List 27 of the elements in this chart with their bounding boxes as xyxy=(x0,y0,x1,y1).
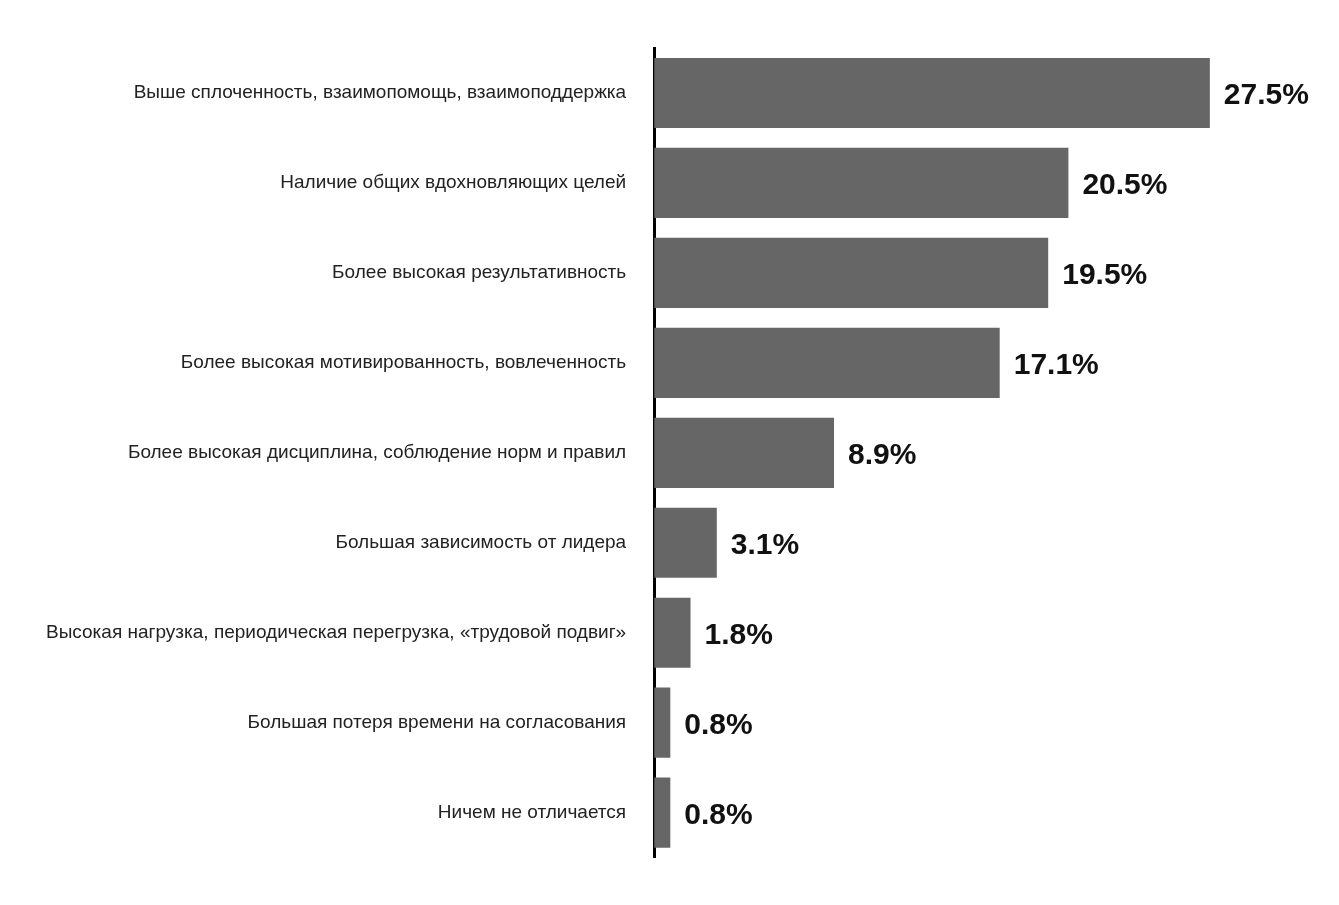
data-label: 1.8% xyxy=(704,616,773,650)
y-tick-label: Выше сплоченность, взаимопомощь, взаимоподдержка xyxy=(133,81,627,103)
y-tick-label: Высокая нагрузка, периодическая перегрузка, «трудовой подвиг» xyxy=(45,620,627,642)
bar xyxy=(654,417,834,488)
data-label: 3.1% xyxy=(730,527,800,561)
bar xyxy=(654,57,1210,129)
bar xyxy=(654,327,1000,398)
bar xyxy=(654,687,671,758)
data-label: 8.9% xyxy=(848,437,917,471)
y-tick-label: Более высокая результативность xyxy=(332,261,627,283)
bar xyxy=(654,777,671,848)
data-label: 27.5% xyxy=(1223,77,1309,111)
bar xyxy=(654,147,1069,219)
y-tick-label: Ничем не отличается xyxy=(437,800,627,822)
data-label: 19.5% xyxy=(1062,257,1148,291)
y-tick-label: Более высокая дисциплина, соблюдение норм и правил xyxy=(127,441,627,463)
data-label: 0.8% xyxy=(684,796,753,830)
y-tick-label: Наличие общих вдохновляющих целей xyxy=(280,171,627,193)
y-tick-label: Более высокая мотивированность, вовлеченность xyxy=(180,351,627,373)
y-tick-label: Большая зависимость от лидера xyxy=(335,530,627,552)
y-tick-label: Большая потеря времени на согласования xyxy=(247,710,627,732)
data-label: 0.8% xyxy=(684,706,753,740)
bar xyxy=(654,597,691,668)
data-label: 17.1% xyxy=(1013,347,1099,381)
bar xyxy=(654,507,717,578)
bar xyxy=(654,237,1049,308)
data-label: 20.5% xyxy=(1082,167,1168,201)
